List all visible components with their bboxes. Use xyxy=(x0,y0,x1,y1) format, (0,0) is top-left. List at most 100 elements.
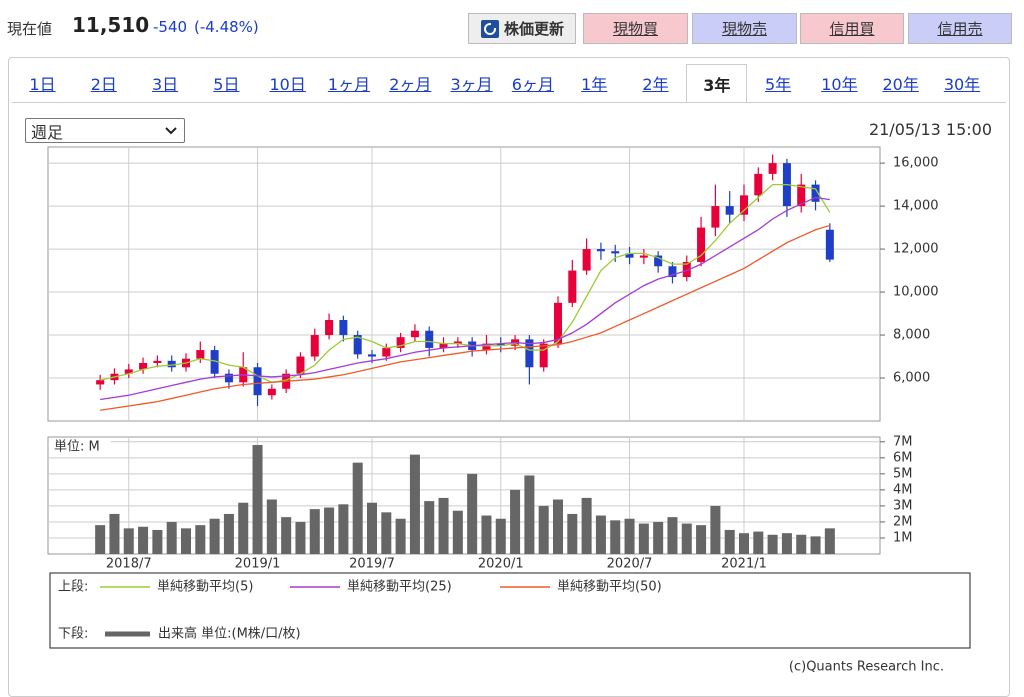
period-tab[interactable]: 2年 xyxy=(642,75,669,94)
volume-bar xyxy=(510,489,521,554)
volume-bar xyxy=(166,521,177,554)
volume-bar xyxy=(581,497,592,554)
period-tab[interactable]: 10年 xyxy=(821,75,858,94)
legend-upper-label: 上段: xyxy=(58,580,88,595)
period-tab[interactable]: 3日 xyxy=(152,75,179,94)
period-select[interactable]: 週足 xyxy=(25,118,185,143)
volume-bar xyxy=(281,517,292,554)
period-tab[interactable]: 30年 xyxy=(943,75,981,94)
y-tick-label: 14,000 xyxy=(893,199,939,214)
period-tab[interactable]: 6ヶ月 xyxy=(511,75,554,94)
legend-label: 出来高 単位:(M株/口/枚) xyxy=(158,626,301,642)
candle-body xyxy=(654,255,663,267)
y-tick-label: 4M xyxy=(893,482,913,497)
volume-bar xyxy=(667,517,678,554)
candle-body xyxy=(697,227,706,262)
volume-bar xyxy=(209,518,220,554)
candle-body xyxy=(825,229,834,260)
moving-average-line xyxy=(100,224,831,411)
volume-bar xyxy=(524,475,535,554)
volume-bar xyxy=(567,513,578,554)
period-tab[interactable]: 3年 xyxy=(686,64,748,102)
candle-body xyxy=(797,184,806,207)
volume-bar xyxy=(696,525,707,554)
volume-bar xyxy=(681,523,692,554)
refresh-label: 株価更新 xyxy=(503,20,564,38)
period-tab[interactable]: 5年 xyxy=(765,75,792,94)
x-tick-label: 2019/7 xyxy=(349,557,395,572)
period-tab[interactable]: 1ヶ月 xyxy=(327,75,371,94)
volume-bar xyxy=(810,536,821,554)
volume-bar xyxy=(152,529,163,554)
volume-bar xyxy=(538,505,549,554)
candle-body xyxy=(196,350,205,359)
sell-button[interactable]: 現物売 xyxy=(692,13,797,44)
price-change-pct: (-4.48%) xyxy=(194,18,259,36)
candle-body xyxy=(525,339,534,368)
volume-bar xyxy=(710,505,721,554)
legend-lower-label: 下段: xyxy=(58,627,88,642)
volume-bar xyxy=(338,504,349,554)
candle-body xyxy=(582,249,591,271)
x-tick-label: 2019/1 xyxy=(235,557,281,572)
volume-bar xyxy=(638,523,649,554)
candle-body xyxy=(139,362,148,370)
legend-label: 単純移動平均(5) xyxy=(157,579,253,595)
candle-body xyxy=(382,347,391,357)
buy-button[interactable]: 現物買 xyxy=(583,13,688,44)
volume-bar xyxy=(252,445,263,554)
period-tab[interactable]: 5日 xyxy=(213,75,240,94)
candle-body xyxy=(367,354,377,357)
period-tab[interactable]: 1年 xyxy=(581,75,608,94)
period-tab[interactable]: 3ヶ月 xyxy=(450,75,493,94)
price-plot-area xyxy=(47,146,881,422)
price-change: -540 xyxy=(153,18,188,36)
volume-bar xyxy=(653,521,664,554)
period-tab[interactable]: 10日 xyxy=(269,75,306,94)
candle-body xyxy=(625,253,634,258)
volume-bar xyxy=(767,534,778,554)
volume-unit-label: 単位: M xyxy=(54,439,100,455)
candle-body xyxy=(496,343,505,346)
x-tick-label: 2020/1 xyxy=(478,557,524,572)
volume-bar xyxy=(195,525,206,554)
period-tab[interactable]: 1日 xyxy=(29,75,56,94)
volume-bar xyxy=(223,513,234,554)
x-tick-label: 2020/7 xyxy=(607,557,653,572)
volume-bar xyxy=(324,507,335,554)
period-tab[interactable]: 20年 xyxy=(882,75,919,94)
volume-bar xyxy=(95,525,106,554)
candle-body xyxy=(711,206,720,228)
volume-bar xyxy=(796,534,807,554)
margin-buy-button[interactable]: 信用買 xyxy=(800,13,904,44)
volume-bar xyxy=(452,510,463,554)
volume-bar xyxy=(467,473,478,554)
candle-body xyxy=(153,360,162,363)
y-tick-label: 1M xyxy=(893,530,913,545)
period-tab[interactable]: 2ヶ月 xyxy=(389,75,432,94)
refresh-button[interactable]: 株価更新 xyxy=(468,13,576,44)
candle-body xyxy=(439,343,448,348)
y-tick-label: 8,000 xyxy=(893,328,930,343)
volume-bar xyxy=(595,515,606,554)
candle-body xyxy=(124,369,133,374)
volume-bar xyxy=(109,513,120,554)
moving-average-line xyxy=(100,183,831,383)
candle-body xyxy=(811,184,820,202)
candle-body xyxy=(568,270,577,303)
dropdown-arrow xyxy=(165,127,177,135)
volume-bar xyxy=(424,501,435,554)
candle-body xyxy=(768,163,777,174)
y-tick-label: 3M xyxy=(893,498,913,513)
volume-bar xyxy=(266,499,277,554)
candle-body xyxy=(167,360,176,368)
candle-body xyxy=(96,380,105,385)
volume-bar xyxy=(381,512,392,554)
refresh-icon xyxy=(480,19,499,38)
y-tick-label: 16,000 xyxy=(893,156,939,171)
candle-body xyxy=(539,343,548,368)
margin-sell-button[interactable]: 信用売 xyxy=(908,13,1012,44)
period-tab[interactable]: 2日 xyxy=(90,75,117,94)
timestamp: 21/05/13 15:00 xyxy=(868,120,992,139)
chart: 6,000 8,000 10,000 12,000 14,000 16,000 1M2M3M… xyxy=(47,146,971,675)
